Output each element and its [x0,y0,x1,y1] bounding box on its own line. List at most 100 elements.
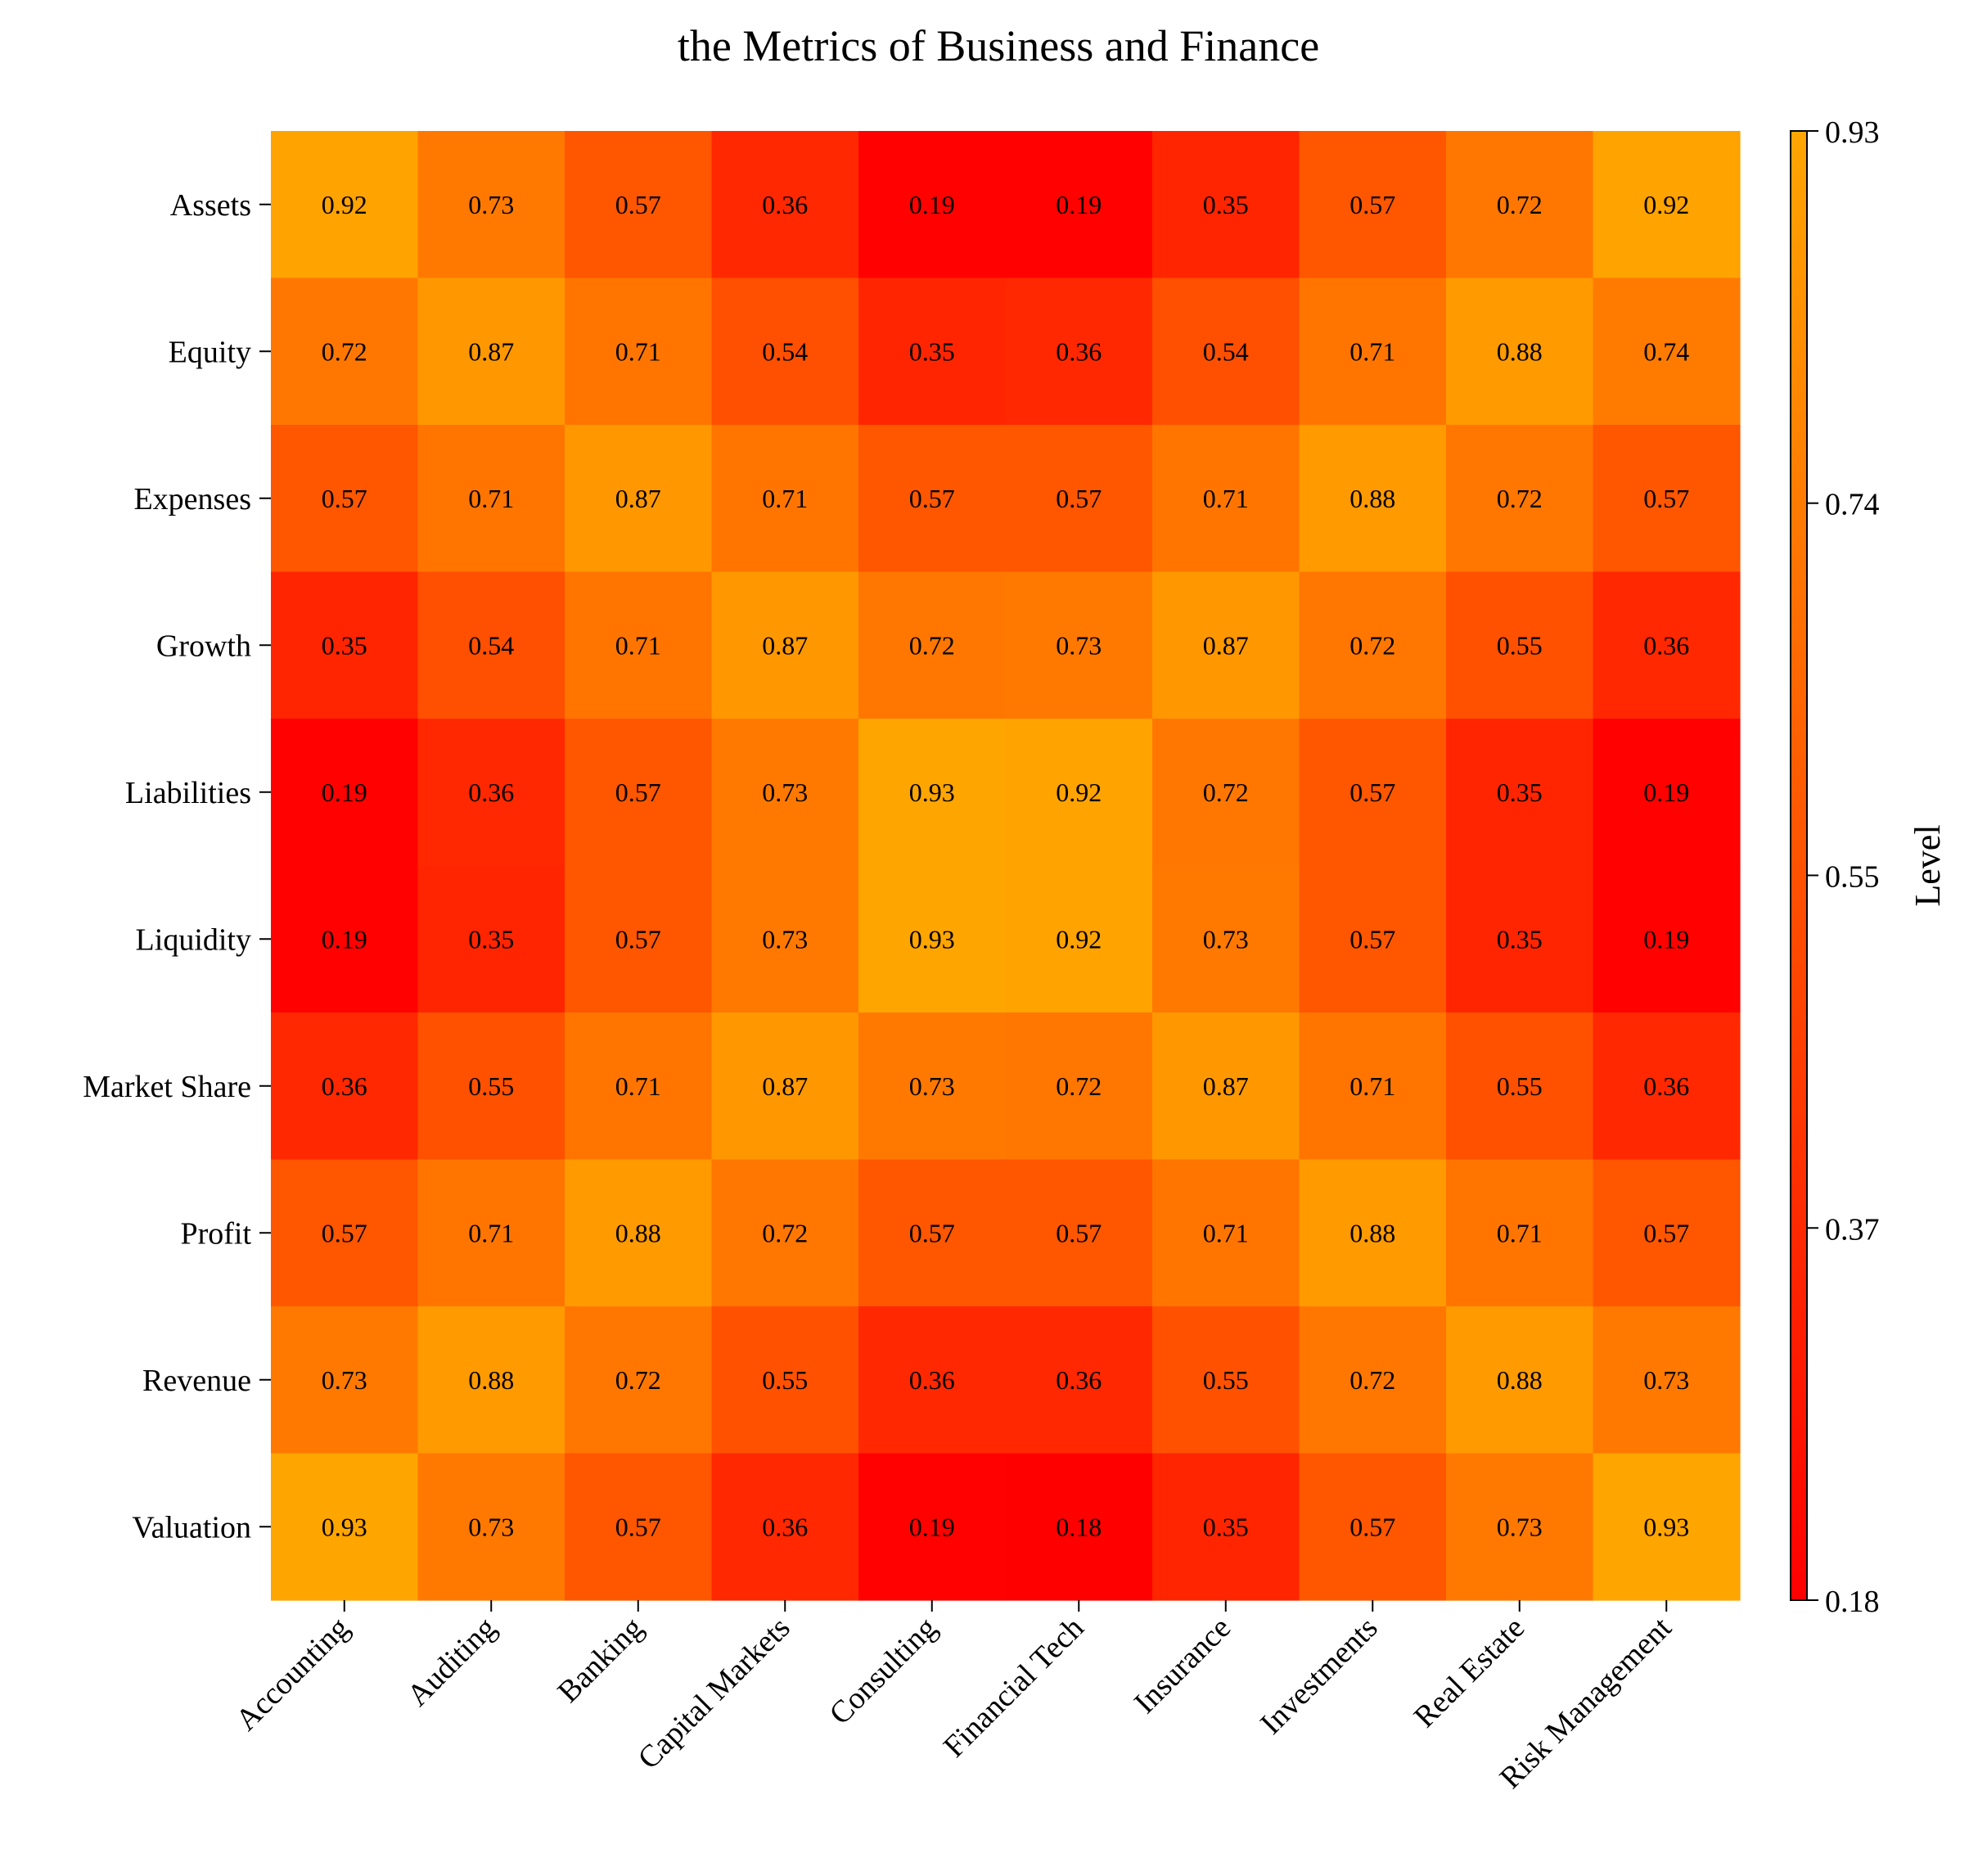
y-tick-label: Valuation [132,1510,251,1545]
heatmap-cell [1152,277,1300,426]
heatmap-cell [417,131,565,279]
heatmap-cell [565,1306,713,1454]
cell-value-label: 0.71 [1497,1218,1543,1247]
cell-value-label: 0.87 [1203,630,1249,660]
heatmap-cell [1005,277,1153,426]
heatmap-cell [711,865,859,1013]
heatmap-cell [1299,131,1447,279]
heatmap-cell [565,571,713,719]
heatmap-cell [1446,1306,1594,1454]
cell-value-label: 0.55 [1497,1071,1543,1101]
colorbar-tick-label: 0.55 [1825,859,1880,894]
heatmap-cell [1152,865,1300,1013]
heatmap-cell [711,425,859,573]
cell-value-label: 0.55 [1497,630,1543,660]
heatmap-cell [711,1306,859,1454]
cell-value-label: 0.19 [909,1512,955,1541]
heatmap-cell [858,1306,1007,1454]
heatmap-cell [1005,865,1153,1013]
cell-value-label: 0.87 [762,1071,808,1101]
cell-value-label: 0.36 [468,778,514,807]
heatmap-cell [858,131,1007,279]
cell-value-label: 0.73 [909,1071,955,1101]
heatmap-cell [1299,1012,1447,1161]
cell-value-label: 0.19 [909,190,955,219]
heatmap-cell [1152,131,1300,279]
heatmap-cell [417,571,565,719]
cell-value-label: 0.36 [1643,630,1689,660]
heatmap-cell [1005,131,1153,279]
cell-value-label: 0.73 [1056,630,1102,660]
cell-value-label: 0.57 [615,190,661,219]
heatmap-cell [1446,1159,1594,1307]
heatmap-cell [417,1159,565,1307]
heatmap-cell [1005,1159,1153,1307]
y-tick-label: Growth [156,629,251,663]
cell-value-label: 0.57 [1349,778,1395,807]
cell-value-label: 0.88 [468,1365,514,1395]
heatmap-cell [1005,719,1153,867]
heatmap-cell [271,131,419,279]
colorbar-label: Level [1908,824,1948,906]
cell-value-label: 0.55 [762,1365,808,1395]
colorbar-gradient [1790,130,1808,1601]
cell-value-label: 0.19 [322,924,367,954]
cell-value-label: 0.71 [615,336,661,366]
cell-value-label: 0.88 [615,1218,661,1247]
cell-value-label: 0.88 [1349,484,1395,513]
heatmap-cell [1005,425,1153,573]
heatmap-cell [1446,719,1594,867]
heatmap-cell [1299,425,1447,573]
cell-value-label: 0.19 [1056,190,1102,219]
heatmap-cell [858,719,1007,867]
cell-value-label: 0.57 [1056,1218,1102,1247]
cell-value-label: 0.57 [322,1218,367,1247]
heatmap-cell [271,425,419,573]
cell-value-label: 0.74 [1643,336,1689,366]
heatmap-cell [417,425,565,573]
heatmap-cell [1005,571,1153,719]
cell-value-label: 0.54 [468,630,514,660]
heatmap-cell [858,1159,1007,1307]
cell-value-label: 0.73 [1497,1512,1543,1541]
cell-value-label: 0.92 [1056,778,1102,807]
heatmap-cells [271,131,1741,1601]
y-axis-ticks: Assets Equity Expenses Growth Liabilities Liq… [83,188,271,1545]
cell-value-label: 0.93 [909,924,955,954]
y-tick-label: Liabilities [125,776,251,810]
heatmap-cell [417,719,565,867]
heatmap-cell [417,1012,565,1161]
heatmap-cell [1446,131,1594,279]
heatmap-cell [271,1306,419,1454]
heatmap-cell [1005,1012,1153,1161]
cell-value-label: 0.93 [322,1512,367,1541]
heatmap-cell [858,1012,1007,1161]
heatmap-cell [1152,425,1300,573]
cell-value-label: 0.55 [468,1071,514,1101]
heatmap-cell [1446,865,1594,1013]
cell-value-label: 0.72 [762,1218,808,1247]
cell-value-label: 0.57 [615,924,661,954]
heatmap-cell [417,277,565,426]
colorbar-tick-label: 0.37 [1825,1212,1880,1247]
cell-value-label: 0.35 [1203,190,1249,219]
heatmap-cell [1299,571,1447,719]
heatmap-cell [565,865,713,1013]
cell-value-label: 0.87 [615,484,661,513]
cell-value-label: 0.71 [615,1071,661,1101]
heatmap-cell [417,1453,565,1601]
cell-value-label: 0.92 [322,190,367,219]
cell-value-label: 0.72 [909,630,955,660]
cell-value-label: 0.57 [1349,1512,1395,1541]
cell-value-label: 0.57 [909,484,955,513]
cell-value-label: 0.87 [1203,1071,1249,1101]
heatmap-cell [1152,571,1300,719]
cell-value-label: 0.71 [762,484,808,513]
y-tick-label: Market Share [83,1070,251,1104]
heatmap-cell [565,1453,713,1601]
heatmap-cell-labels: 0.92 0.73 0.57 0.36 0.19 0.19 0.35 0.57 0.72 0.92… [322,190,1690,1542]
heatmap-cell [271,571,419,719]
x-tick-label: Accounting [229,1611,356,1738]
